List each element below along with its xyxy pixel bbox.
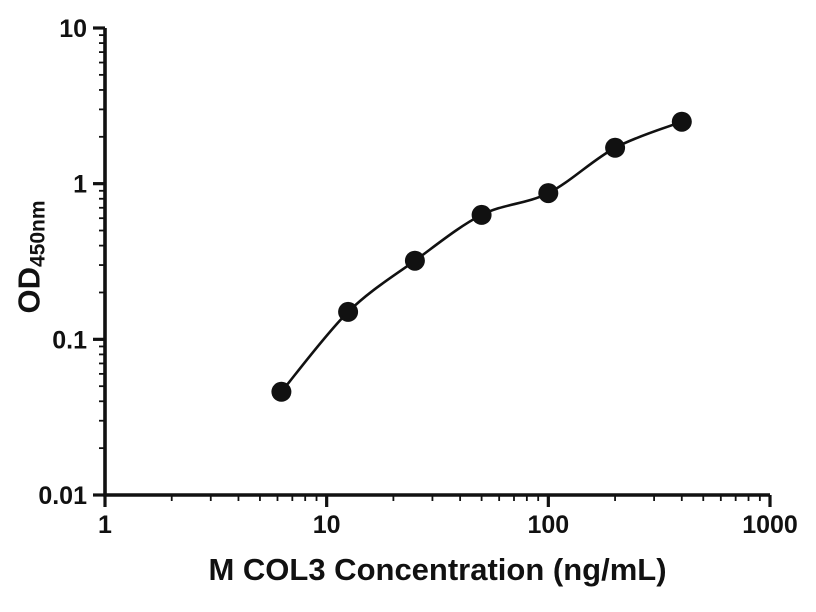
x-tick-label: 1 (98, 511, 112, 539)
y-tick-label: 10 (59, 15, 87, 43)
x-tick-label: 1000 (742, 511, 798, 539)
fit-curve (280, 120, 683, 393)
data-point (271, 381, 292, 402)
y-tick-label: 1 (73, 171, 87, 199)
data-point (671, 111, 692, 132)
data-point (605, 137, 626, 158)
x-axis-title: M COL3 Concentration (ng/mL) (208, 552, 667, 587)
data-point (404, 250, 425, 271)
y-tick-label: 0.1 (52, 326, 87, 354)
y-tick-label: 0.01 (38, 482, 87, 510)
y-axis-title-sub: 450nm (26, 200, 50, 268)
axes-line (103, 28, 770, 497)
data-point (338, 301, 359, 322)
data-point (538, 183, 559, 204)
y-axis-title-main: OD (11, 267, 47, 314)
y-axis-title: OD450nm (12, 200, 51, 313)
x-tick-label: 100 (527, 511, 569, 539)
x-tick-label: 10 (313, 511, 341, 539)
data-point (471, 204, 492, 225)
